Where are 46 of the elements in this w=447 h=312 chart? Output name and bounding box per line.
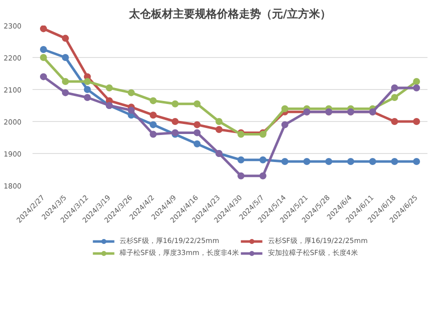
point [62, 34, 69, 42]
point [325, 158, 332, 165]
point [150, 130, 157, 138]
point [237, 172, 244, 180]
point [413, 84, 420, 92]
point [62, 54, 69, 61]
point [391, 158, 398, 165]
point [194, 129, 201, 136]
point [369, 158, 376, 165]
point [413, 78, 420, 85]
point [391, 84, 398, 92]
point [128, 106, 135, 114]
point [62, 78, 69, 85]
point [237, 156, 244, 164]
point [216, 126, 223, 133]
point [84, 86, 91, 93]
point [172, 118, 179, 125]
point [391, 94, 398, 101]
point [84, 78, 91, 85]
point [40, 46, 47, 53]
point [281, 121, 288, 128]
point [40, 26, 47, 32]
point [40, 54, 47, 61]
point [303, 158, 310, 165]
point [150, 97, 157, 104]
point [150, 121, 157, 128]
point [347, 158, 354, 165]
point [194, 121, 201, 128]
point [281, 158, 288, 165]
point [106, 84, 113, 92]
point [40, 73, 47, 80]
point [281, 105, 288, 112]
point [84, 94, 91, 101]
point [194, 140, 201, 148]
point [391, 118, 398, 125]
point [413, 158, 420, 165]
point [172, 100, 179, 108]
point [194, 100, 201, 108]
point [150, 112, 157, 119]
point [62, 89, 69, 96]
point [413, 118, 420, 125]
point [128, 89, 135, 96]
point [259, 172, 266, 180]
point [216, 118, 223, 125]
chart-title: 太仓板材主要规格价格走势（元/立方米） [128, 8, 332, 20]
point [259, 156, 266, 164]
